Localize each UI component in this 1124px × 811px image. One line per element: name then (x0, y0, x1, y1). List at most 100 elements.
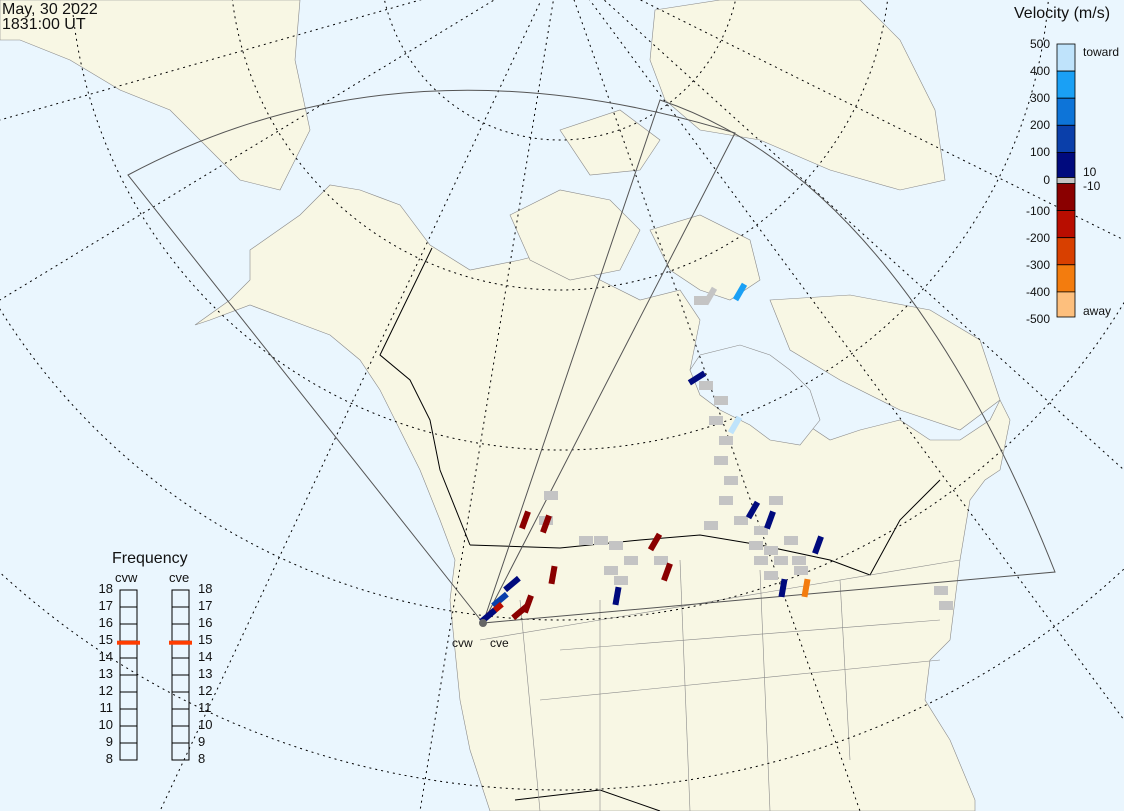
toward-label: toward (1083, 45, 1120, 59)
frequency-cell (171, 708, 190, 727)
colorbar-title: Velocity (m/s) (1014, 5, 1111, 22)
colorbar-segment (1056, 97, 1076, 126)
frequency-tick: 15 (198, 632, 213, 647)
fov-cve (482, 99, 1056, 624)
alaska-canada-border (379, 247, 471, 546)
ground-scatter-cell (614, 576, 628, 585)
frequency-cell (119, 725, 138, 744)
frequency-tick: 11 (198, 700, 212, 715)
frequency-cell (119, 742, 138, 761)
frequency-tick: 16 (198, 615, 213, 630)
ground-scatter-cell (939, 601, 953, 610)
colorbar-tick: 200 (1029, 118, 1050, 133)
arctic-island-1 (509, 189, 641, 281)
colorbar-tick: 400 (1029, 64, 1050, 79)
frequency-tick: 14 (198, 649, 213, 664)
frequency-tick: 9 (105, 734, 113, 749)
frequency-marker (169, 640, 192, 645)
frequency-tick: 8 (105, 751, 113, 766)
colorbar-segment (1056, 124, 1076, 153)
gs-lower-label: -10 (1083, 179, 1101, 193)
frequency-tick: 10 (98, 717, 113, 732)
velocity-vector (702, 286, 718, 306)
velocity-vector (503, 575, 521, 593)
ground-scatter-cell (792, 556, 806, 565)
arctic-island-2 (649, 214, 761, 301)
ground-scatter-cell (769, 496, 783, 505)
ground-scatter-cell (719, 436, 733, 445)
time-label: 1831:00 UT (2, 16, 86, 33)
frequency-tick: 15 (98, 632, 113, 647)
alaska-east-siberia (0, 0, 311, 191)
frequency-cell (119, 589, 138, 608)
velocity-vector (612, 586, 622, 606)
frequency-tick: 13 (198, 666, 213, 681)
velocity-colorbar (1056, 43, 1076, 318)
colorbar-ground-scatter (1056, 177, 1076, 184)
frequency-tick: 16 (98, 615, 113, 630)
hudson-bay (689, 344, 821, 446)
greenland (649, 0, 946, 191)
land (0, 0, 1011, 811)
ground-scatter-cell (764, 571, 778, 580)
velocity-vector (778, 578, 788, 598)
frequency-cell (171, 623, 190, 642)
ground-scatter-cell (594, 536, 608, 545)
frequency-tick: 18 (98, 581, 113, 596)
frequency-cell (171, 589, 190, 608)
frequency-cell (171, 742, 190, 761)
frequency-cell (171, 725, 190, 744)
continent (194, 184, 1011, 811)
colorbar-tick: -300 (1025, 257, 1050, 272)
colorbar-segment (1056, 151, 1076, 178)
colorbar-tick: 100 (1029, 145, 1050, 160)
ground-scatter-cell (624, 556, 638, 565)
frequency-cell (119, 606, 138, 625)
ground-scatter-cell (724, 476, 738, 485)
arctic-island-3 (559, 109, 661, 176)
colorbar-segment (1056, 237, 1076, 266)
frequency-tick: 12 (98, 683, 113, 698)
ground-scatter-cell (609, 541, 623, 550)
colorbar-tick: 0 (1043, 172, 1050, 187)
colorbar-segment (1056, 183, 1076, 212)
frequency-tick: 10 (198, 717, 213, 732)
frequency-panels (117, 589, 192, 761)
velocity-vector (812, 535, 824, 555)
frequency-cell (171, 606, 190, 625)
velocity-vector (519, 510, 531, 530)
ground-scatter-cell (604, 566, 618, 575)
colorbar-segment (1056, 264, 1076, 293)
radar-label-cvw: cvw (452, 636, 473, 650)
frequency-tick: 17 (98, 598, 113, 613)
ground-scatter-cell (784, 536, 798, 545)
ground-scatter-cell (714, 456, 728, 465)
colorbar-tick: 500 (1029, 37, 1050, 51)
gs-upper-label: 10 (1083, 165, 1097, 179)
freq-radar-label-cve: cve (169, 570, 190, 585)
velocity-vector (491, 591, 509, 609)
frequency-tick: 18 (198, 581, 213, 596)
ground-scatter-cell (694, 296, 708, 305)
frequency-cell (119, 657, 138, 676)
velocity-vector (540, 514, 552, 534)
frequency-tick: 8 (198, 751, 206, 766)
frequency-tick: 14 (98, 649, 113, 664)
frequency-cell (119, 623, 138, 642)
velocity-vector (745, 500, 761, 520)
colorbar-segment (1056, 210, 1076, 239)
velocity-vector (764, 510, 776, 530)
colorbar-segment (1056, 70, 1076, 99)
radar-fields-of-view (127, 89, 1056, 624)
frequency-tick: 9 (198, 734, 206, 749)
ground-scatter-cell (794, 566, 808, 575)
fov-cvw (127, 89, 736, 624)
colorbar-tick: -500 (1025, 312, 1050, 326)
ground-scatter-cell (774, 556, 788, 565)
ground-scatter-cell (749, 541, 763, 550)
ground-scatter-cell (709, 416, 723, 425)
frequency-tick: 17 (198, 598, 213, 613)
ground-scatter-cell (579, 536, 593, 545)
ground-scatter-cell (734, 516, 748, 525)
